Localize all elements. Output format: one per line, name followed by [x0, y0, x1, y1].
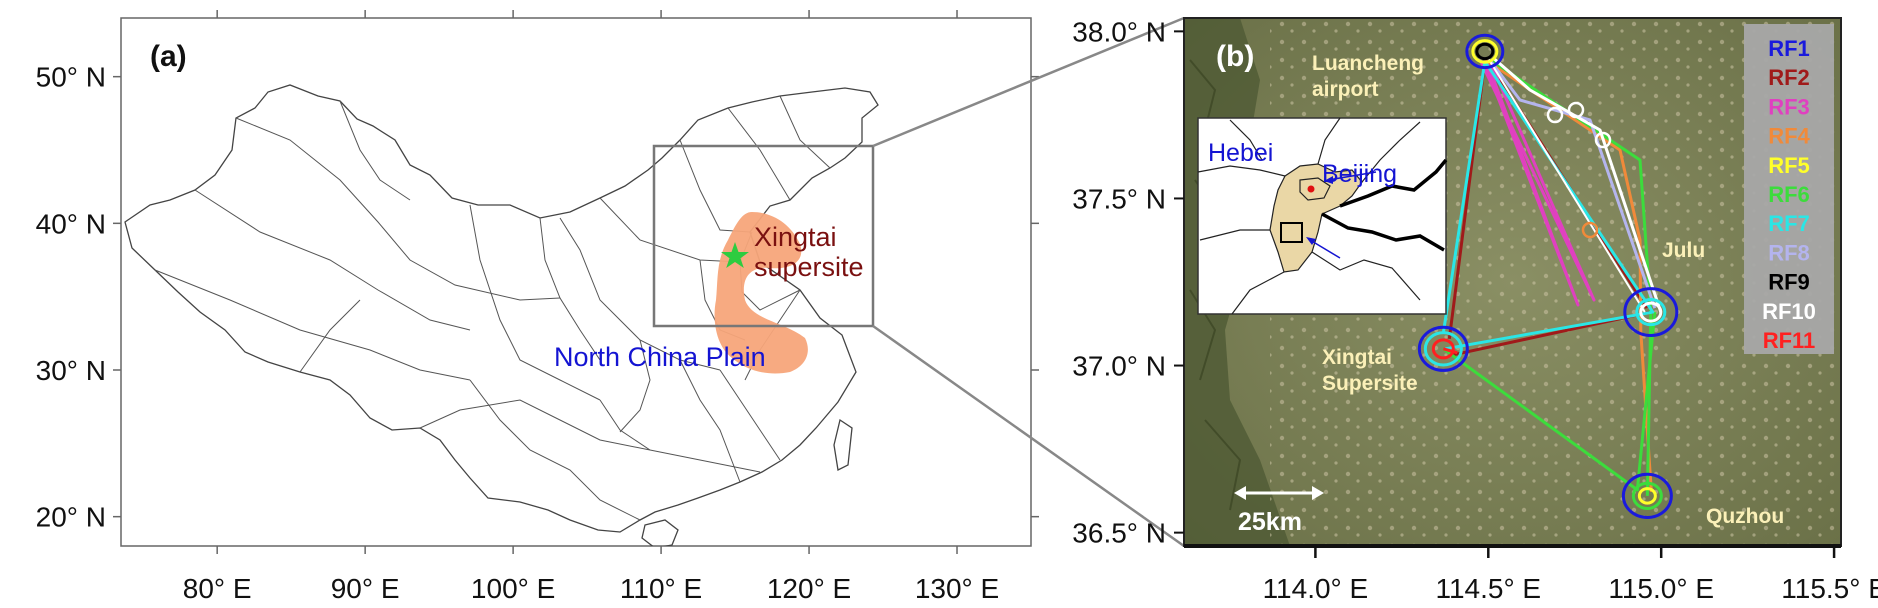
hebei-province	[1269, 163, 1363, 273]
connector-bottom	[872, 324, 1185, 548]
legend-entry-rf8: RF8	[1768, 240, 1810, 265]
place-label-luancheng-2: airport	[1312, 78, 1379, 101]
legend-entry-rf2: RF2	[1768, 65, 1810, 90]
place-label-xingtai-2: Supersite	[1322, 372, 1418, 395]
panel-b-lat-label-1: 37.0° N	[1072, 351, 1166, 382]
hainan-outline	[641, 519, 679, 546]
track-circle-2	[1594, 131, 1612, 149]
orbit-rf1-quzhou	[1621, 472, 1673, 519]
inset-box	[652, 144, 875, 328]
legend-entry-rf7: RF7	[1768, 211, 1810, 236]
study-area-arrow	[1309, 239, 1341, 259]
orbit-rf9-luancheng	[1475, 42, 1495, 61]
panel-b-lon-label-2: 115.0° E	[1608, 573, 1714, 604]
track-circle-0	[1546, 106, 1564, 124]
orbit-rf1-luancheng	[1465, 33, 1505, 70]
orbit-rf10-julu	[1639, 301, 1663, 323]
panel-a-lon-label-3: 110° E	[620, 573, 702, 604]
panel-b-lon-label-1: 114.5° E	[1435, 573, 1541, 604]
site-label-line-1: Xingtai	[754, 222, 837, 252]
panel-b-lon-label-3: 115.5° E	[1781, 573, 1878, 604]
legend-entry-rf1: RF1	[1768, 36, 1810, 61]
beijing-label: Beijing	[1322, 160, 1397, 188]
orbit-rf11-xingtai	[1431, 338, 1455, 360]
track-rf10	[1493, 58, 1663, 313]
track-circle-3	[1581, 221, 1599, 239]
panel-b-lat-label-3: 38.0° N	[1072, 16, 1166, 47]
panel-a-map: Xingtai supersite North China Plain (a) …	[36, 10, 1039, 604]
orbit-rf1-julu	[1623, 287, 1679, 337]
xingtai-site-star	[721, 242, 749, 268]
flight-tracks	[1417, 33, 1679, 519]
beijing-arrowhead	[1324, 176, 1333, 184]
panel-a-axes: 20° N 30° N 40° N 50° N 80° E 90° E 100° E 110°…	[36, 10, 1039, 604]
site-label-line-2: supersite	[754, 252, 864, 282]
orbit-rf7-julu	[1635, 297, 1667, 327]
orbit-rf6-quzhou	[1631, 481, 1663, 510]
study-area-box	[1280, 222, 1303, 243]
track-rf8	[1489, 60, 1657, 309]
panel-a-lon-label-4: 120° E	[767, 573, 851, 604]
orbit-rf5-luancheng	[1471, 39, 1499, 64]
beijing-municipality	[1299, 177, 1331, 201]
panel-a-lat-label-0: 20° N	[36, 502, 106, 533]
panel-b-lon-label-0: 114.0° E	[1263, 573, 1369, 604]
orbit-rf7-xingtai	[1423, 331, 1463, 367]
place-label-julu: Julu	[1662, 239, 1705, 262]
legend-entry-rf5: RF5	[1768, 153, 1810, 178]
panel-a-lon-label-5: 130° E	[915, 573, 999, 604]
panel-b-lat-label-2: 37.5° N	[1072, 183, 1166, 214]
orbit-rf5-quzhou	[1637, 487, 1657, 505]
inset-coastline	[1321, 158, 1448, 252]
legend-entry-rf11: RF11	[1763, 328, 1816, 353]
place-label-quzhou: Quzhou	[1706, 505, 1784, 528]
track-rf6-b	[1442, 311, 1657, 492]
place-label-luancheng-1: Luancheng	[1312, 52, 1424, 75]
study-area-arrowhead	[1306, 237, 1316, 245]
panel-b-label: (b)	[1216, 40, 1254, 73]
location-inset: Hebei Beijing	[1197, 117, 1448, 315]
place-label-xingtai-1: Xingtai	[1322, 346, 1392, 369]
track-rf3-b	[1483, 60, 1580, 307]
legend-box	[1744, 24, 1834, 354]
track-rf3-a	[1479, 60, 1596, 302]
connector-top	[872, 16, 1185, 148]
panel-a-lon-label-0: 80° E	[183, 573, 252, 604]
scale-bar: 25km	[1234, 486, 1324, 536]
panel-a-lon-label-1: 90° E	[331, 573, 400, 604]
panel-a-label: (a)	[150, 40, 187, 73]
panel-a-frame	[120, 17, 1032, 547]
china-outline	[124, 84, 879, 533]
legend-entry-rf6: RF6	[1768, 182, 1810, 207]
legend-entry-rf3: RF3	[1768, 94, 1810, 119]
beijing-arrow	[1327, 171, 1377, 181]
track-rf11	[1442, 347, 1458, 355]
inset-boundaries	[1197, 117, 1421, 315]
panel-b-lat-label-0: 36.5° N	[1072, 518, 1166, 549]
legend-entry-rf9: RF9	[1768, 270, 1810, 295]
panel-b-axes: 36.5° N 37.0° N 37.5° N 38.0° N 114.0° E 114.…	[1072, 16, 1878, 604]
panel-b-map: Hebei Beijing Luancheng airport Xingtai …	[1072, 16, 1878, 604]
track-circle-1	[1567, 101, 1585, 119]
panel-a-lat-label-1: 30° N	[36, 355, 106, 386]
panel-a-lat-label-3: 50° N	[36, 62, 106, 93]
region-label: North China Plain	[554, 342, 766, 372]
legend-entry-rf10: RF10	[1762, 299, 1816, 324]
orbit-rf1-xingtai	[1417, 325, 1469, 372]
taiwan-outline	[833, 418, 853, 471]
track-rf10-b	[1487, 58, 1646, 313]
legend-entry-rf4: RF4	[1768, 124, 1810, 149]
track-rf4	[1484, 58, 1653, 492]
panel-a-lat-label-2: 40° N	[36, 208, 106, 239]
beijing-dot	[1307, 185, 1315, 193]
scale-bar-label: 25km	[1238, 508, 1302, 536]
hebei-label: Hebei	[1208, 139, 1273, 167]
track-rf7-b	[1441, 61, 1487, 334]
panel-a-lon-label-2: 100° E	[471, 573, 555, 604]
legend: RF1 RF2 RF3 RF4 RF5 RF6 RF7 RF8 RF9 RF10 RF11	[1762, 36, 1816, 353]
